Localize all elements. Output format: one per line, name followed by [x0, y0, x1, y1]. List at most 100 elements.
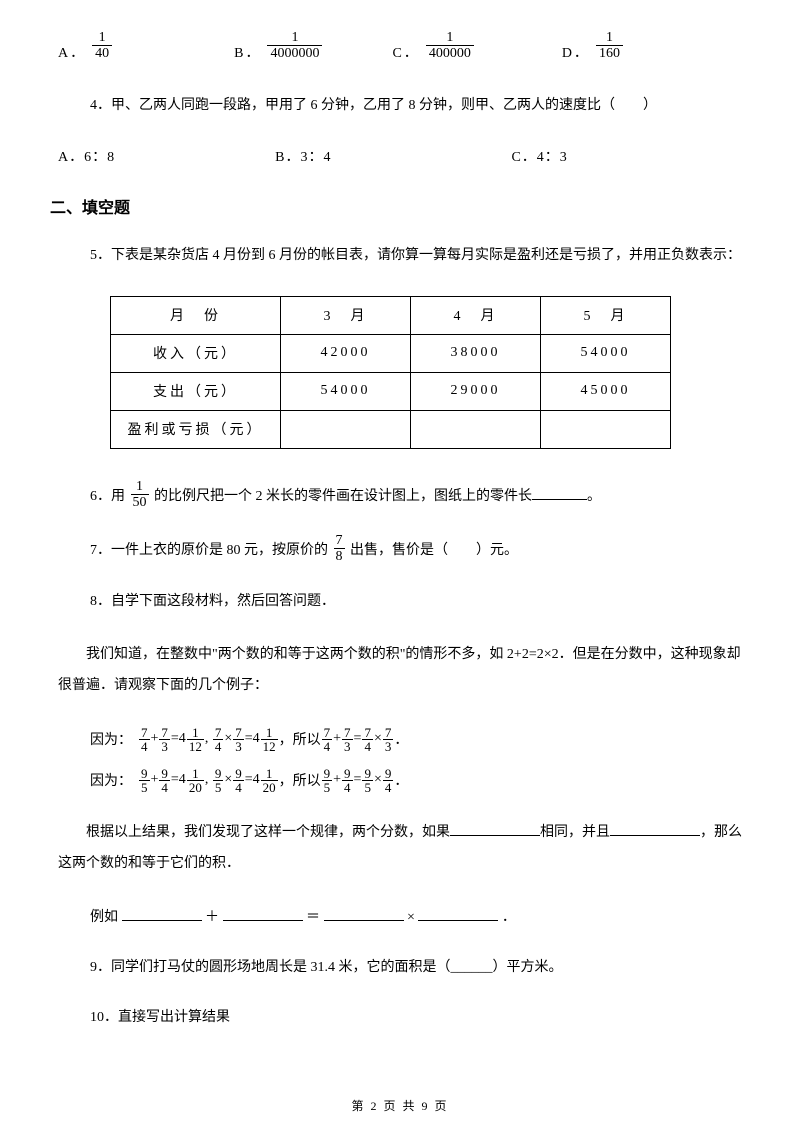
q9-text: 9．同学们打马仗的圆形场地周长是 31.4 米，它的面积是（______）平方米… — [90, 954, 750, 982]
q3-option-d: D． 1 160 — [562, 30, 623, 62]
option-label: D． — [562, 42, 590, 62]
fraction: 94 — [159, 767, 170, 794]
fraction: 73 — [233, 726, 244, 753]
fraction: 1 400000 — [426, 30, 474, 62]
plus-sign: ＋ — [205, 910, 219, 925]
blank-line[interactable] — [324, 907, 404, 921]
option-label: C． — [392, 42, 419, 62]
q8-para2b: 相同，并且 — [540, 825, 610, 840]
fraction: 74 — [139, 726, 150, 753]
fraction: 120 — [187, 767, 204, 794]
table-cell — [281, 410, 411, 448]
fraction: 73 — [383, 726, 394, 753]
fraction: 95 — [213, 767, 224, 794]
q8-eq1: 因为： 74 + 73 =4 112 , 74 × 73 =4 112 ，所以 … — [90, 726, 750, 753]
table-cell: 54000 — [281, 372, 411, 410]
blank-line[interactable] — [610, 822, 700, 836]
times-sign: × — [374, 772, 382, 788]
q3-option-a: A． 1 40 — [58, 30, 112, 62]
times-sign: × — [407, 910, 415, 925]
blank-line[interactable] — [532, 486, 587, 500]
eq-text: =4 — [171, 772, 186, 788]
table-cell: 盈利或亏损（元） — [111, 410, 281, 448]
table-cell: 支出（元） — [111, 372, 281, 410]
fraction: 73 — [159, 726, 170, 753]
table-header-cell: 3 月 — [281, 296, 411, 334]
blank-line[interactable] — [223, 907, 303, 921]
q6-row: 6．用 1 50 的比例尺把一个 2 米长的零件画在设计图上，图纸上的零件长 。 — [90, 481, 750, 513]
eq-text: =4 — [171, 731, 186, 747]
comma: , — [205, 772, 212, 788]
period: ． — [394, 770, 408, 790]
q10-text: 10．直接写出计算结果 — [90, 1004, 750, 1032]
times-sign: × — [224, 731, 232, 747]
table-header-cell: 4 月 — [411, 296, 541, 334]
fraction: 120 — [261, 767, 278, 794]
times-sign: × — [224, 772, 232, 788]
fraction: 95 — [322, 767, 333, 794]
section-2-heading: 二、填空题 — [50, 194, 750, 218]
q6-suffix: 的比例尺把一个 2 米长的零件画在设计图上，图纸上的零件长 — [154, 489, 532, 504]
option-label: A． — [58, 42, 86, 62]
q8-eq2: 因为： 95 + 94 =4 120 , 95 × 94 =4 120 ，所以 … — [90, 767, 750, 794]
q4-choices: A．6：8 B．3：4 C．4：3 — [58, 146, 750, 166]
fraction: 95 — [362, 767, 373, 794]
q7-prefix: 7．一件上衣的原价是 80 元，按原价的 — [90, 543, 328, 558]
eq-prefix: 因为： — [90, 729, 132, 749]
table-header-cell: 月 份 — [111, 296, 281, 334]
comma: , — [205, 731, 212, 747]
plus-sign: + — [151, 772, 159, 788]
q3-option-b: B． 1 4000000 — [234, 30, 322, 62]
eq-text: ，所以 — [279, 729, 321, 749]
page-footer: 第 2 页 共 9 页 — [0, 1097, 800, 1114]
fraction: 73 — [342, 726, 353, 753]
table-cell: 29000 — [411, 372, 541, 410]
blank-line[interactable] — [450, 822, 540, 836]
eq-prefix: 因为： — [90, 770, 132, 790]
table-cell: 45000 — [541, 372, 671, 410]
table-row: 收入（元）420003800054000 — [111, 334, 671, 372]
q8-intro: 8．自学下面这段材料，然后回答问题． — [90, 588, 750, 616]
fraction: 94 — [342, 767, 353, 794]
fraction: 95 — [139, 767, 150, 794]
fraction: 112 — [261, 726, 278, 753]
table-row: 支出（元）540002900045000 — [111, 372, 671, 410]
table-cell: 收入（元） — [111, 334, 281, 372]
fraction: 1 50 — [131, 479, 149, 511]
fraction: 94 — [233, 767, 244, 794]
fraction: 1 40 — [92, 30, 112, 62]
q4-choice-b: B．3：4 — [275, 146, 331, 166]
fraction: 112 — [187, 726, 204, 753]
times-sign: × — [374, 731, 382, 747]
eq-text: ，所以 — [279, 770, 321, 790]
table-cell — [411, 410, 541, 448]
blank-line[interactable] — [418, 907, 498, 921]
table-cell: 54000 — [541, 334, 671, 372]
fraction: 7 8 — [334, 533, 345, 565]
spacer — [331, 146, 511, 166]
table-cell: 42000 — [281, 334, 411, 372]
q6-prefix: 6．用 — [90, 489, 125, 504]
table-cell: 38000 — [411, 334, 541, 372]
example-label: 例如 — [90, 910, 118, 925]
q7-suffix: 出售，售价是（ ）元。 — [350, 543, 518, 558]
q6-end: 。 — [587, 489, 601, 504]
q8-example: 例如 ＋ ＝ × ． — [90, 904, 750, 932]
q5-table-wrap: 月 份3 月4 月5 月收入（元）420003800054000支出（元）540… — [110, 296, 750, 449]
q8-para2a: 根据以上结果，我们发现了这样一个规律，两个分数，如果 — [86, 825, 450, 840]
plus-sign: + — [333, 772, 341, 788]
equals-sign: = — [354, 772, 362, 788]
plus-sign: + — [151, 731, 159, 747]
option-label: B． — [234, 42, 261, 62]
q3-option-c: C． 1 400000 — [392, 30, 473, 62]
q4-text: 4．甲、乙两人同跑一段路，甲用了 6 分钟，乙用了 8 分钟，则甲、乙两人的速度… — [90, 92, 750, 120]
q8-para2: 根据以上结果，我们发现了这样一个规律，两个分数，如果相同，并且，那么这两个数的和… — [58, 818, 742, 880]
fraction: 1 4000000 — [267, 30, 322, 62]
fraction: 74 — [362, 726, 373, 753]
q4-choice-c: C．4：3 — [511, 146, 567, 166]
q5-table: 月 份3 月4 月5 月收入（元）420003800054000支出（元）540… — [110, 296, 671, 449]
table-row: 盈利或亏损（元） — [111, 410, 671, 448]
equals-sign: ＝ — [306, 910, 320, 925]
fraction: 74 — [213, 726, 224, 753]
blank-line[interactable] — [122, 907, 202, 921]
